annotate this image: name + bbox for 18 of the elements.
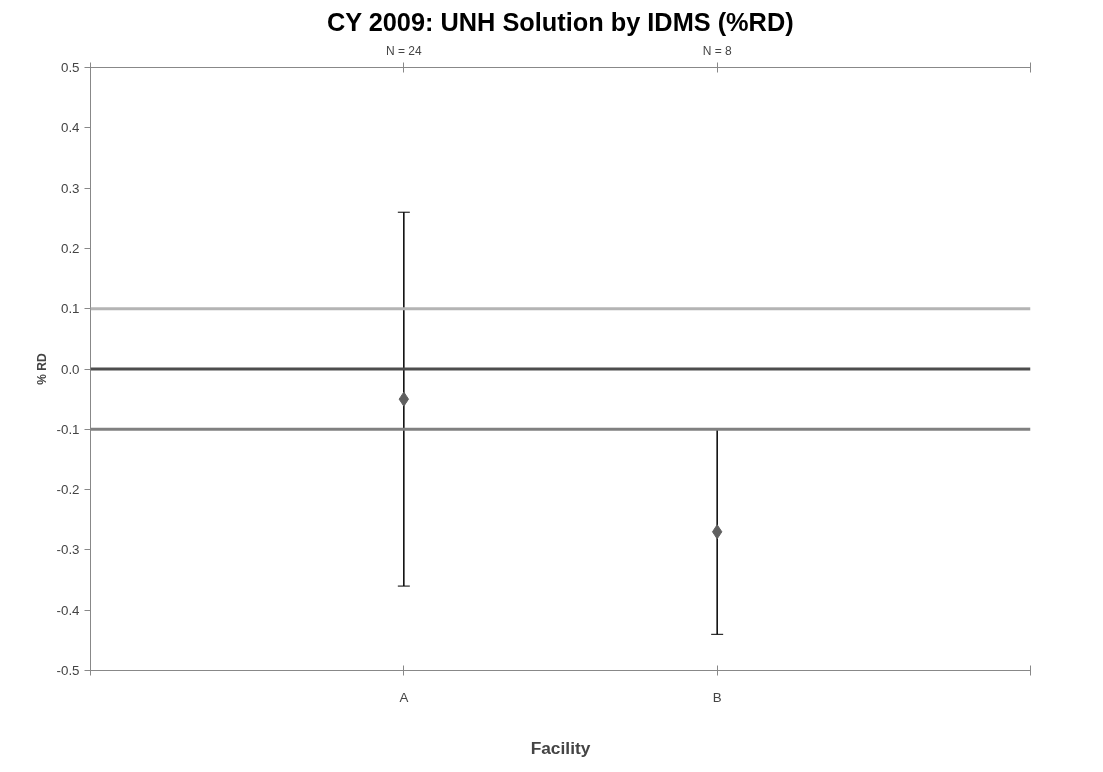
y-tick-label: -0.4 [56,602,81,618]
y-tick-label: -0.1 [56,421,80,437]
y-tick-label: 0.3 [60,180,80,196]
annotation: N = 8 [702,43,732,58]
x-tick-label: A [399,689,409,705]
y-tick-label: 0.0 [60,361,80,377]
y-tick-label: 0.1 [60,301,80,317]
y-tick-label: -0.5 [56,663,80,678]
chart-title: CY 2009: UNH Solution by IDMS (%RD) [326,7,794,36]
y-tick-label: 0.5 [60,60,80,75]
y-axis-title: % RD [34,353,49,385]
y-tick-label: -0.3 [56,542,80,558]
annotation: N = 24 [385,43,422,58]
x-tick-label: B [712,689,722,705]
y-tick-label: -0.2 [56,482,80,498]
y-tick-label: 0.4 [60,120,81,136]
x-axis-title: Facility [530,737,591,758]
y-tick-label: 0.2 [60,240,80,256]
